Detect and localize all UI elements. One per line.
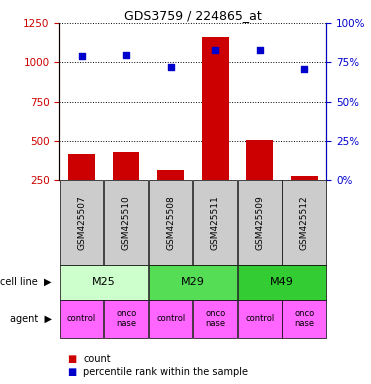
Bar xyxy=(149,265,237,300)
Bar xyxy=(238,265,326,300)
Title: GDS3759 / 224865_at: GDS3759 / 224865_at xyxy=(124,9,262,22)
Text: control: control xyxy=(156,314,185,323)
Bar xyxy=(113,152,139,180)
Bar xyxy=(104,300,148,338)
Text: cell line  ▶: cell line ▶ xyxy=(0,277,52,287)
Text: ■: ■ xyxy=(67,354,76,364)
Bar xyxy=(193,180,237,265)
Text: GSM425507: GSM425507 xyxy=(77,195,86,250)
Point xyxy=(301,66,307,72)
Text: onco
nase: onco nase xyxy=(294,309,314,328)
Text: GSM425508: GSM425508 xyxy=(166,195,175,250)
Text: M25: M25 xyxy=(92,277,116,287)
Bar xyxy=(246,139,273,180)
Text: ■: ■ xyxy=(67,367,76,377)
Bar xyxy=(60,300,104,338)
Point xyxy=(79,53,85,59)
Point xyxy=(212,47,218,53)
Text: GSM425511: GSM425511 xyxy=(211,195,220,250)
Bar xyxy=(60,180,104,265)
Text: agent  ▶: agent ▶ xyxy=(10,314,52,324)
Bar xyxy=(157,170,184,180)
Bar xyxy=(282,180,326,265)
Bar xyxy=(104,180,148,265)
Bar xyxy=(238,180,282,265)
Bar xyxy=(238,300,282,338)
Text: M29: M29 xyxy=(181,277,205,287)
Text: percentile rank within the sample: percentile rank within the sample xyxy=(83,367,249,377)
Bar xyxy=(60,265,148,300)
Text: onco
nase: onco nase xyxy=(205,309,225,328)
Point xyxy=(168,64,174,70)
Bar xyxy=(149,180,193,265)
Bar xyxy=(282,300,326,338)
Text: GSM425512: GSM425512 xyxy=(300,195,309,250)
Point xyxy=(257,47,263,53)
Point xyxy=(123,51,129,58)
Text: GSM425509: GSM425509 xyxy=(255,195,264,250)
Bar xyxy=(202,37,229,180)
Text: control: control xyxy=(67,314,96,323)
Bar xyxy=(193,300,237,338)
Text: onco
nase: onco nase xyxy=(116,309,136,328)
Text: count: count xyxy=(83,354,111,364)
Bar xyxy=(68,154,95,180)
Text: GSM425510: GSM425510 xyxy=(122,195,131,250)
Text: M49: M49 xyxy=(270,277,294,287)
Text: control: control xyxy=(245,314,274,323)
Bar xyxy=(291,176,318,180)
Bar xyxy=(149,300,193,338)
